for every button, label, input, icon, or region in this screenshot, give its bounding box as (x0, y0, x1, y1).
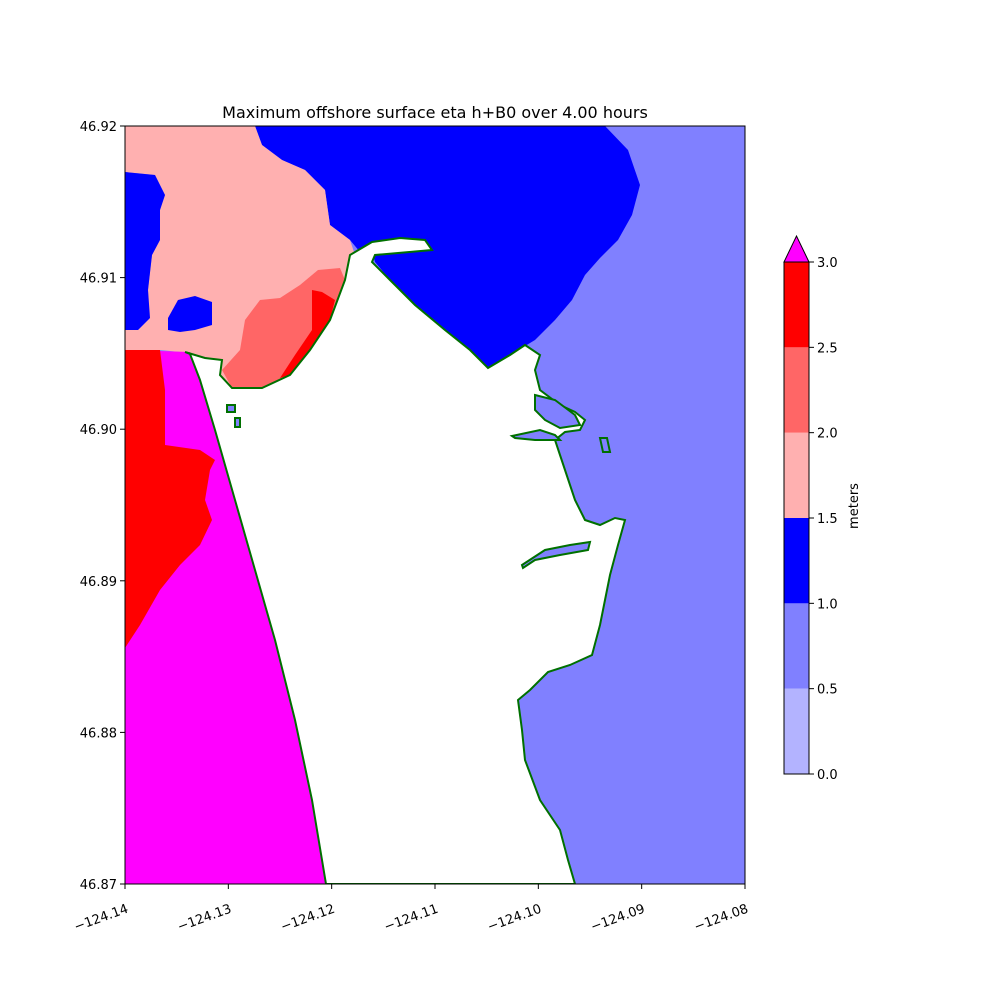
map-area (124, 125, 746, 885)
colorbar-tick-label: 0.0 (817, 768, 838, 783)
x-tick-label: −124.08 (692, 902, 750, 935)
y-tick-label: 46.90 (80, 423, 117, 438)
bay-4 (226, 404, 236, 413)
y-tick-label: 46.91 (80, 272, 117, 287)
colorbar-tick-label: 2.5 (817, 341, 838, 356)
colorbar-band (784, 262, 809, 348)
y-tick-label: 46.92 (80, 120, 117, 135)
eta-region-blue-north (255, 126, 640, 368)
colorbar-tick-label: 1.5 (817, 512, 838, 527)
x-axis: −124.14 −124.13 −124.12 −124.11 −124.10 −124.… (72, 884, 750, 935)
y-tick-label: 46.89 (80, 575, 117, 590)
colorbar-band (784, 347, 809, 433)
colorbar-tick-label: 2.0 (817, 427, 838, 442)
colorbar-label: meters (847, 483, 862, 529)
colorbar-tick-label: 1.0 (817, 597, 838, 612)
eta-region-red-north (280, 290, 335, 378)
eta-region-blue-west (125, 172, 165, 330)
eta-region-blue-west-small (168, 296, 212, 332)
plot-title: Maximum offshore surface eta h+B0 over 4… (222, 103, 648, 122)
x-tick-label: −124.13 (176, 902, 234, 935)
bay-2 (534, 393, 582, 430)
colorbar-band (784, 432, 809, 518)
x-tick-label: −124.14 (72, 902, 130, 935)
y-axis: 46.87 46.88 46.89 46.90 46.91 46.92 (80, 120, 125, 893)
colorbar-extend-arrow (783, 234, 810, 263)
bay-3 (520, 540, 592, 570)
x-tick-label: −124.10 (486, 902, 544, 935)
y-tick-label: 46.88 (80, 726, 117, 741)
eta-region-red-west (125, 350, 215, 648)
y-tick-label: 46.87 (80, 878, 117, 893)
colorbar-band (784, 518, 809, 604)
colorbar-tick-label: 0.5 (817, 683, 838, 698)
colorbar-band (784, 688, 809, 774)
bay-5 (234, 417, 241, 428)
colorbar-tick-label: 3.0 (817, 256, 838, 271)
bay-1 (509, 428, 563, 441)
x-tick-label: −124.11 (382, 902, 440, 935)
x-tick-label: −124.09 (589, 902, 647, 935)
x-tick-label: −124.12 (279, 902, 337, 935)
bay-6 (598, 437, 612, 453)
colorbar: 0.0 0.5 1.0 1.5 2.0 2.5 3.0 (783, 234, 838, 783)
colorbar-band (784, 603, 809, 689)
